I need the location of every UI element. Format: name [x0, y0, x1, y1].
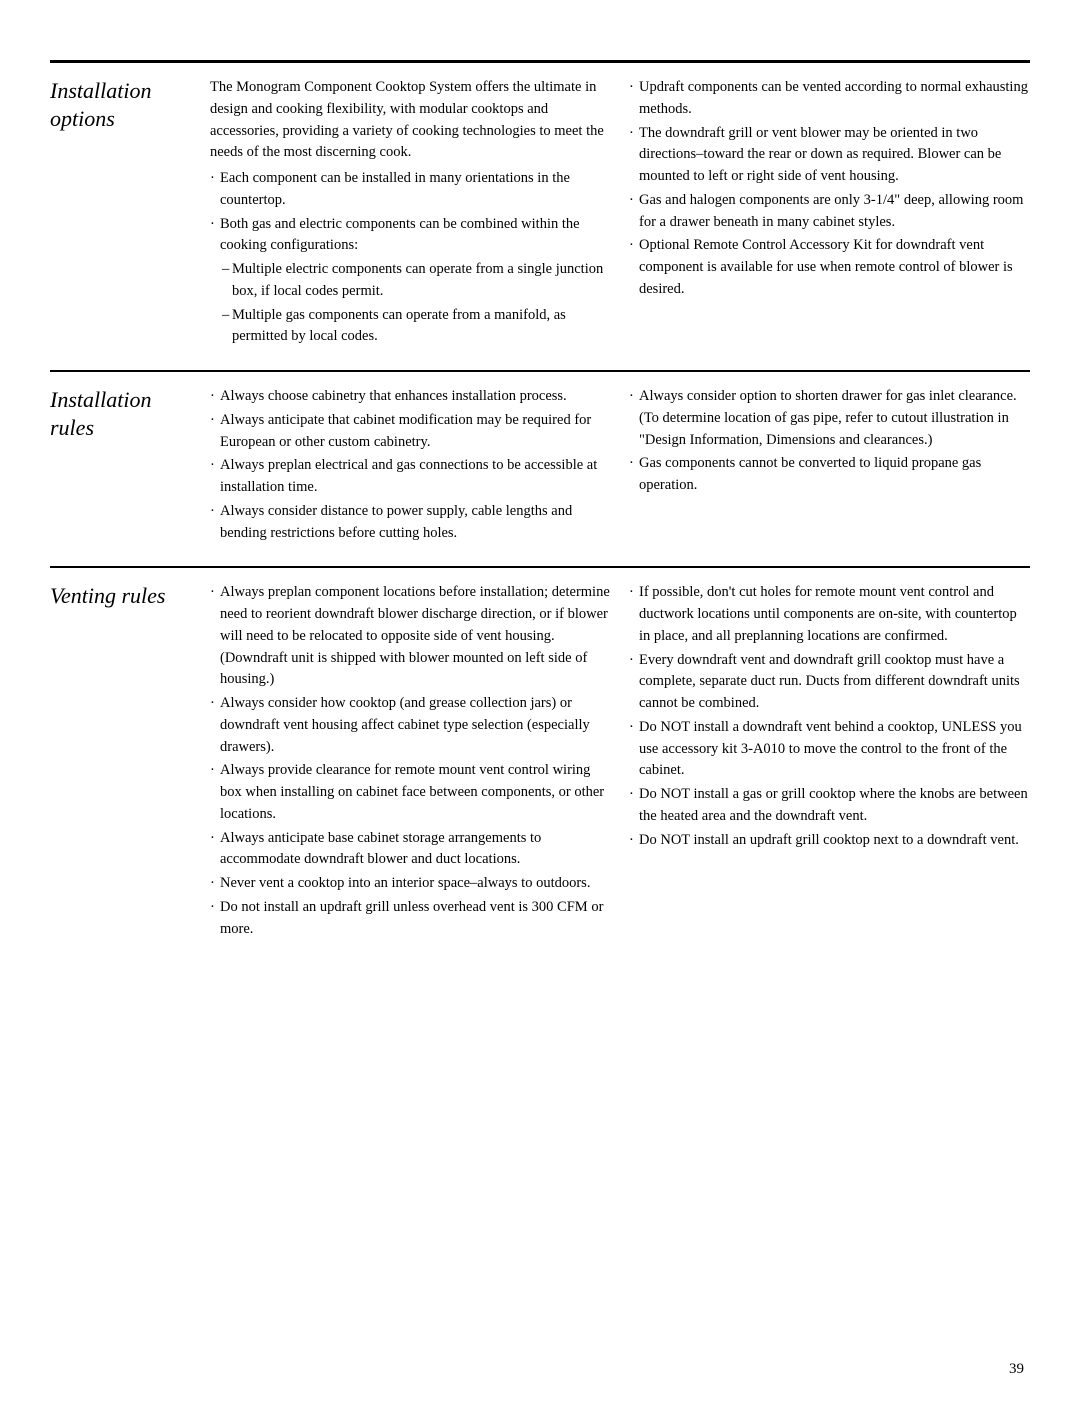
bullet-item: Always consider how cooktop (and grease … — [210, 693, 611, 758]
page-number: 39 — [1009, 1361, 1024, 1378]
bullet-item: Optional Remote Control Accessory Kit fo… — [629, 235, 1030, 300]
bullet-item: Always choose cabinetry that enhances in… — [210, 386, 611, 408]
intro-text: The Monogram Component Cooktop System of… — [210, 77, 611, 164]
bullet-item: Always consider distance to power supply… — [210, 501, 611, 545]
bullet-item: Always provide clearance for remote moun… — [210, 760, 611, 825]
bullet-item: Always anticipate base cabinet storage a… — [210, 828, 611, 872]
left-column: The Monogram Component Cooktop System of… — [210, 77, 611, 350]
bullet-item: The downdraft grill or vent blower may b… — [629, 123, 1030, 188]
bullet-item: Do NOT install a gas or grill cooktop wh… — [629, 784, 1030, 828]
section-title: Installation rules — [50, 386, 210, 546]
bullet-item: Do NOT install an updraft grill cooktop … — [629, 830, 1030, 852]
right-column: If possible, don't cut holes for remote … — [629, 582, 1030, 942]
section-title: Venting rules — [50, 582, 210, 942]
bullet-item: Never vent a cooktop into an interior sp… — [210, 873, 611, 895]
sub-item: Multiple gas components can operate from… — [210, 305, 611, 349]
bullet-item: Always consider option to shorten drawer… — [629, 386, 1030, 451]
left-column: Always preplan component locations befor… — [210, 582, 611, 942]
bullet-item: Gas and halogen components are only 3-1/… — [629, 190, 1030, 234]
section-installation-rules: Installation rules Always choose cabinet… — [50, 370, 1030, 566]
bullet-item: If possible, don't cut holes for remote … — [629, 582, 1030, 647]
bullet-item: Gas components cannot be converted to li… — [629, 453, 1030, 497]
bullet-item: Always preplan electrical and gas connec… — [210, 455, 611, 499]
bullet-item: Do not install an updraft grill unless o… — [210, 897, 611, 941]
bullet-item: Always preplan component locations befor… — [210, 582, 611, 691]
bullet-item: Both gas and electric components can be … — [210, 214, 611, 258]
section-body: Always preplan component locations befor… — [210, 582, 1030, 942]
section-body: The Monogram Component Cooktop System of… — [210, 77, 1030, 350]
right-column: Always consider option to shorten drawer… — [629, 386, 1030, 546]
bullet-item: Each component can be installed in many … — [210, 168, 611, 212]
section-body: Always choose cabinetry that enhances in… — [210, 386, 1030, 546]
sub-item: Multiple electric components can operate… — [210, 259, 611, 303]
right-column: Updraft components can be vented accordi… — [629, 77, 1030, 350]
section-venting-rules: Venting rules Always preplan component l… — [50, 566, 1030, 962]
left-column: Always choose cabinetry that enhances in… — [210, 386, 611, 546]
bullet-item: Do NOT install a downdraft vent behind a… — [629, 717, 1030, 782]
bullet-item: Always anticipate that cabinet modificat… — [210, 410, 611, 454]
section-installation-options: Installation options The Monogram Compon… — [50, 60, 1030, 370]
bullet-item: Every downdraft vent and downdraft grill… — [629, 650, 1030, 715]
bullet-item: Updraft components can be vented accordi… — [629, 77, 1030, 121]
section-title: Installation options — [50, 77, 210, 350]
